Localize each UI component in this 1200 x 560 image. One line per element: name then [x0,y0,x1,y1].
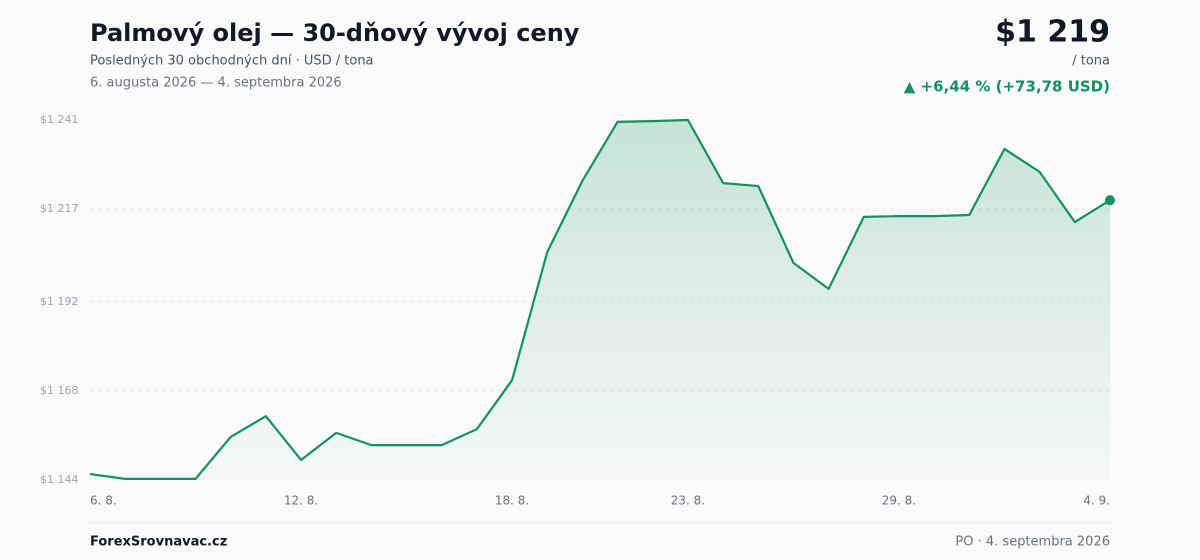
x-tick-label: 18. 8. [495,494,529,508]
unit: / tona [1072,54,1110,69]
change: ▲ +6,44 % (+73,78 USD) [904,78,1110,96]
subtitle: Posledných 30 obchodných dní · USD / ton… [90,54,374,69]
date-range: 6. augusta 2026 — 4. septembra 2026 [90,76,342,91]
source: ForexSrovnavac.cz [90,535,227,550]
x-tick-label: 23. 8. [671,494,705,508]
date-stamp: PO · 4. septembra 2026 [955,535,1110,550]
price: $1 219 [995,15,1110,50]
y-tick-label: $1 144 [40,473,79,486]
y-tick-label: $1 192 [40,295,79,308]
x-tick-label: 29. 8. [882,494,916,508]
line [89,118,1111,480]
x-tick-label: 6. 8. [90,494,117,508]
area [90,120,1110,480]
x-tick-label: 12. 8. [284,494,318,508]
x-tick-label: 4. 9. [1083,494,1110,508]
y-tick-label: $1 168 [40,384,79,397]
chart-title: Palmový olej — 30-dňový vývoj ceny [90,19,580,47]
y-tick-label: $1 217 [40,202,79,215]
y-tick-label: $1 241 [40,113,79,126]
last-point [1105,195,1115,206]
